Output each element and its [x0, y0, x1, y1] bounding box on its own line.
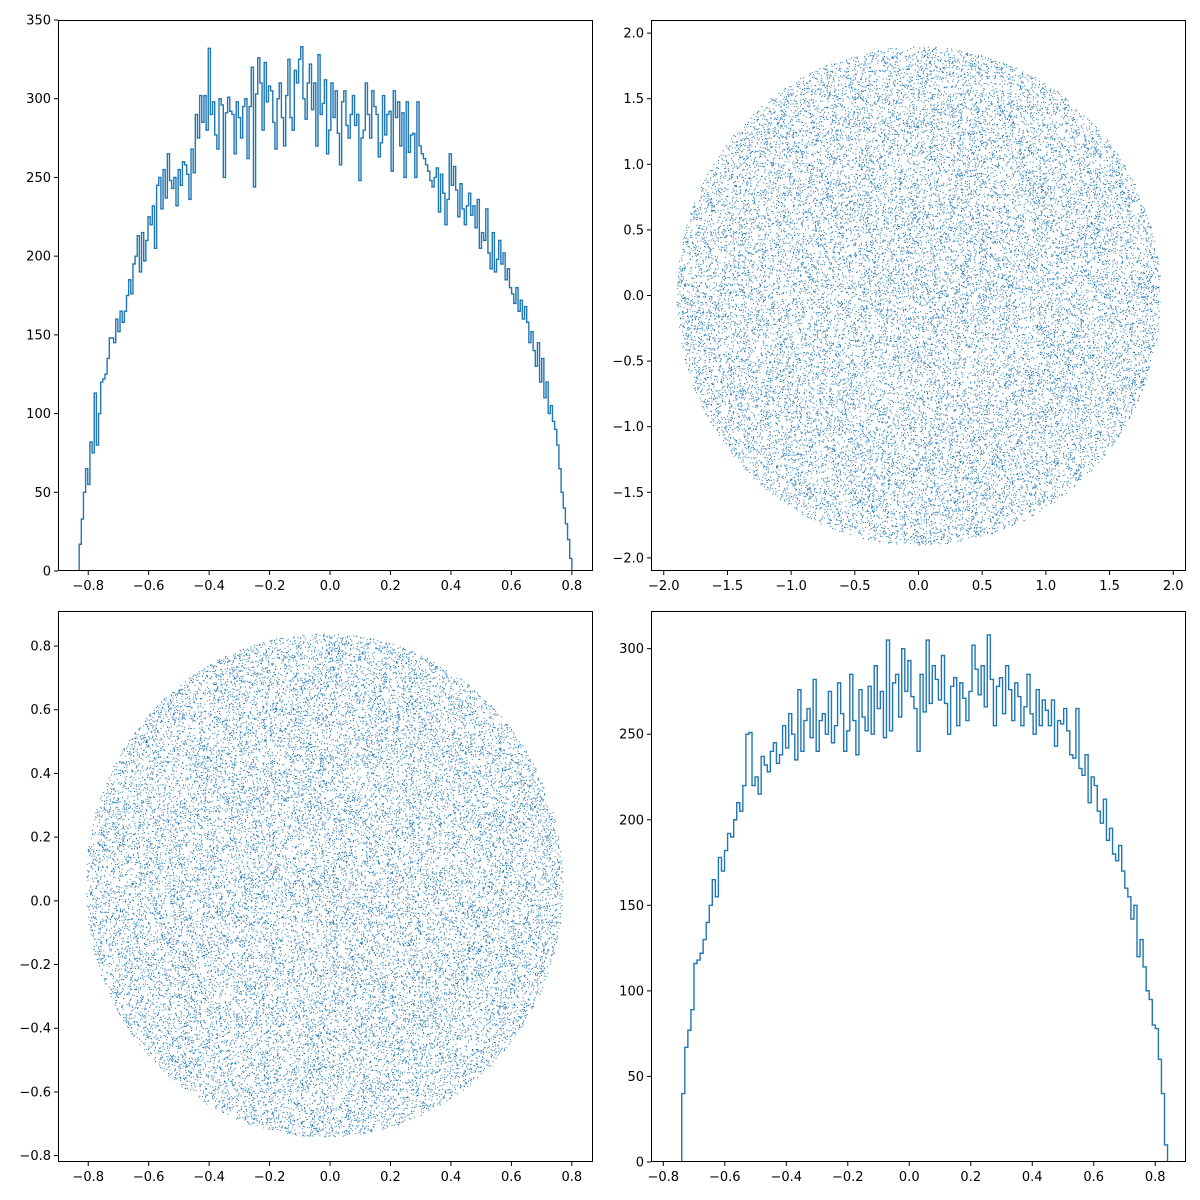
x-tick-label: −2.0 [648, 579, 680, 594]
x-tick-label: 1.0 [1036, 579, 1057, 594]
x-tick-label: 0.8 [1145, 1170, 1166, 1185]
axes-frame [651, 611, 1186, 1162]
x-tick-label: −0.4 [193, 1170, 225, 1185]
axes-frame [651, 20, 1186, 571]
x-tick-label: −1.5 [712, 579, 744, 594]
y-tick-label: 100 [619, 984, 644, 999]
plot-area [78, 46, 573, 571]
x-tick-label: 0.2 [380, 579, 401, 594]
x-tick-label: −0.8 [72, 1170, 104, 1185]
y-tick-label: −2.0 [612, 551, 644, 566]
x-tick-label: −0.4 [770, 1170, 802, 1185]
axes-frame [58, 20, 593, 571]
y-tick-label: 250 [619, 728, 644, 743]
x-tick-label: 2.0 [1163, 579, 1184, 594]
y-tick-label: 0.0 [623, 289, 644, 304]
x-tick-label: −0.8 [648, 1170, 680, 1185]
y-tick-label: −1.0 [612, 420, 644, 435]
x-tick-label: −0.5 [839, 579, 871, 594]
y-tick-label: 150 [619, 899, 644, 914]
plot-area [681, 634, 1169, 1162]
y-tick-label: 0.8 [30, 640, 51, 655]
x-tick-label: −0.2 [254, 1170, 286, 1185]
y-tick-label: 0.2 [30, 831, 51, 846]
plot-area [86, 633, 564, 1138]
x-tick-label: 0.0 [908, 579, 929, 594]
x-tick-label: −0.2 [254, 579, 286, 594]
y-tick-label: 100 [26, 407, 51, 422]
y-tick-label: 350 [26, 14, 51, 29]
histogram-step-line [681, 634, 1169, 1162]
x-tick-label: 0.6 [501, 579, 522, 594]
x-tick-label: 0.0 [320, 579, 341, 594]
x-tick-label: −1.0 [775, 579, 807, 594]
y-tick-label: −0.5 [612, 355, 644, 370]
y-tick-label: 300 [26, 92, 51, 107]
x-tick-label: −0.8 [72, 579, 104, 594]
panel-top-right-scatter: −2.0 −1.5 −1.0 −0.5 0.0 0.5 1.0 1.5 2.0 −2.0 −1.5 −… [612, 20, 1186, 594]
y-tick-label: 0.6 [30, 703, 51, 718]
panel-bottom-right-histogram: −0.8 −0.6 −0.4 −0.2 0.0 0.2 0.4 0.6 0.8 0 50 100 150… [619, 611, 1186, 1185]
x-tick-label: −0.4 [193, 579, 225, 594]
x-tick-label: 1.5 [1099, 579, 1120, 594]
y-tick-label: 300 [619, 642, 644, 657]
x-tick-label: 0.4 [441, 579, 462, 594]
x-tick-label: 0.6 [501, 1170, 522, 1185]
histogram-step-line [78, 46, 573, 571]
x-tick-label: 0.2 [380, 1170, 401, 1185]
x-tick-label: −0.2 [832, 1170, 864, 1185]
y-tick-label: 200 [619, 813, 644, 828]
y-tick-label: −0.8 [19, 1149, 51, 1164]
y-tick-label: 50 [34, 486, 51, 501]
x-tick-label: 0.4 [1022, 1170, 1043, 1185]
x-tick-label: 0.2 [960, 1170, 981, 1185]
y-tick-label: 50 [627, 1070, 644, 1085]
panel-top-left-histogram: −0.8 −0.6 −0.4 −0.2 0.0 0.2 0.4 0.6 0.8 0 50 100 150… [26, 14, 593, 594]
y-tick-label: −0.2 [19, 958, 51, 973]
y-tick-label: 0 [43, 565, 51, 580]
x-tick-label: 0.0 [320, 1170, 341, 1185]
x-tick-label: 0.0 [899, 1170, 920, 1185]
y-tick-label: −0.6 [19, 1085, 51, 1100]
x-tick-label: −0.6 [133, 1170, 165, 1185]
x-tick-label: 0.6 [1083, 1170, 1104, 1185]
y-tick-label: 1.5 [623, 92, 644, 107]
y-tick-label: 0.0 [30, 894, 51, 909]
y-tick-label: 250 [26, 171, 51, 186]
y-tick-label: 2.0 [623, 27, 644, 42]
axes-frame [58, 611, 593, 1162]
scatter-points [86, 633, 564, 1138]
x-tick-label: 0.8 [561, 1170, 582, 1185]
y-tick-label: 0.5 [623, 223, 644, 238]
x-tick-label: −0.6 [709, 1170, 741, 1185]
x-tick-label: 0.5 [972, 579, 993, 594]
x-tick-label: 0.8 [561, 579, 582, 594]
y-tick-label: 150 [26, 328, 51, 343]
y-tick-label: 200 [26, 250, 51, 265]
y-tick-label: 1.0 [623, 158, 644, 173]
y-tick-label: −1.5 [612, 486, 644, 501]
y-tick-label: 0.4 [30, 767, 51, 782]
x-tick-label: −0.6 [133, 579, 165, 594]
x-tick-label: 0.4 [441, 1170, 462, 1185]
panel-bottom-left-scatter: −0.8 −0.6 −0.4 −0.2 0.0 0.2 0.4 0.6 0.8 −0.8 −0.6 −… [19, 611, 593, 1185]
y-tick-label: 0 [636, 1156, 644, 1171]
y-tick-label: −0.4 [19, 1022, 51, 1037]
